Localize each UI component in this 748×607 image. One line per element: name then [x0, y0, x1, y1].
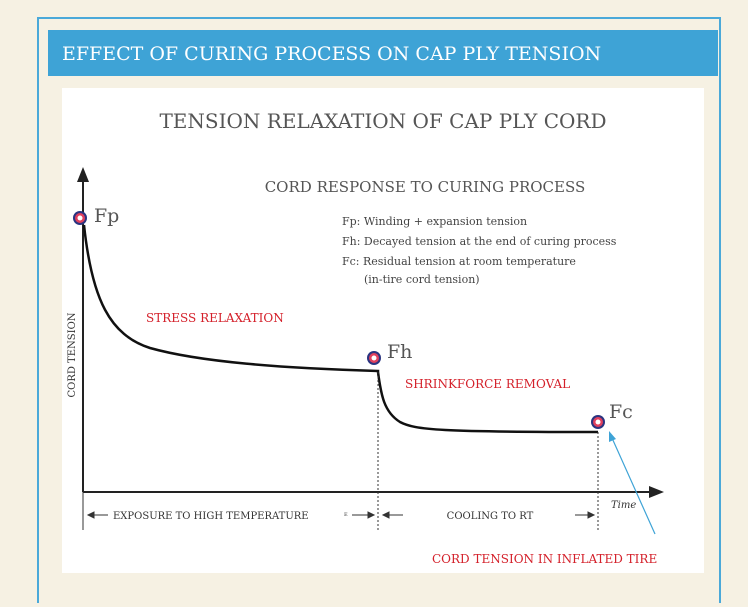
axes: [82, 180, 650, 493]
phase-label: EXPOSURE TO HIGH TEMPERATURE: [113, 511, 309, 522]
arrowhead: [649, 486, 664, 498]
pointer-line: [611, 437, 656, 535]
arrowhead: [77, 167, 89, 182]
panel: [62, 88, 704, 573]
x-axis-label: Time: [611, 500, 636, 511]
point-label: Fc: [609, 401, 633, 423]
tension-curve: [82, 224, 599, 434]
point-markers: [73, 211, 605, 429]
phase-label: COOLING TO RT: [447, 511, 534, 522]
legend-item: Fp: Winding + expansion tension: [342, 215, 527, 228]
subtitle: CORD RESPONSE TO CURING PROCESS: [265, 178, 586, 196]
legend-item: (in-tire cord tension): [364, 273, 480, 286]
annotation: SHRINKFORCE REMOVAL: [405, 377, 570, 391]
legend-item: Fh: Decayed tension at the end of curing…: [342, 235, 617, 248]
legend-item: Fc: Residual tension at room temperature: [342, 255, 576, 268]
phase-label: E: [344, 512, 348, 518]
legend: Fp: Winding + expansion tension Fh: Deca…: [342, 215, 617, 286]
pointer-arrowhead: [609, 431, 616, 442]
header-title: EFFECT OF CURING PROCESS ON CAP PLY TENS…: [62, 43, 601, 65]
diagram-title: TENSION RELAXATION OF CAP PLY CORD: [159, 109, 606, 133]
header-bar: [48, 30, 718, 76]
annotation: STRESS RELAXATION: [146, 311, 284, 325]
y-axis-label: CORD TENSION: [67, 312, 78, 397]
point-label: Fp: [94, 205, 119, 227]
point-label: Fh: [387, 341, 412, 363]
phase-brackets: [82, 492, 596, 530]
guides: [377, 372, 599, 530]
annotation: CORD TENSION IN INFLATED TIRE: [432, 552, 657, 566]
